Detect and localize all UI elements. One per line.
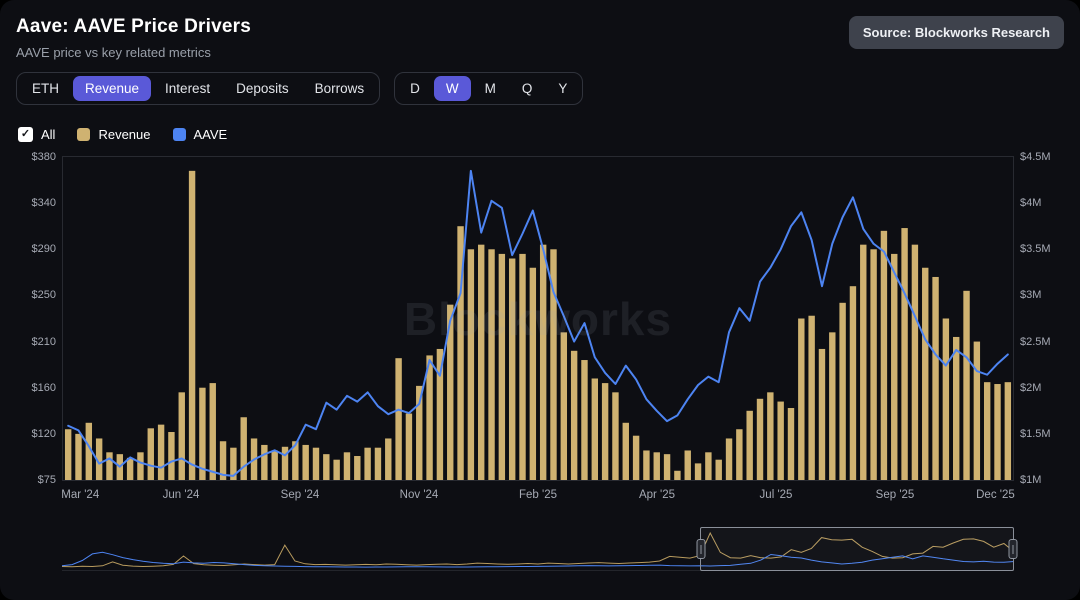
x-axis-label: Dec '25 (976, 489, 1015, 501)
y-tick-label: $2.5M (1020, 335, 1051, 348)
x-axis-label: Feb '25 (519, 489, 557, 501)
right-y-axis: $4.5M $4M $3.5M $3M $2.5M $2M $1.5M $1M (1014, 151, 1064, 486)
legend-all-label: All (41, 127, 56, 142)
legend: ✓ All Revenue AAVE (18, 127, 1064, 142)
brush-handle-right-icon[interactable] (1008, 539, 1018, 559)
y-tick-label: $4.5M (1020, 151, 1051, 163)
interval-m[interactable]: M (484, 81, 496, 96)
interval-d[interactable]: D (410, 81, 420, 96)
y-tick-label: $75 (37, 473, 56, 486)
x-axis-label: Nov '24 (399, 489, 439, 501)
x-axis-label: Apr '25 (638, 489, 676, 501)
price-revenue-chart (64, 169, 1012, 480)
legend-label: Revenue (98, 127, 151, 142)
range-navigator[interactable] (62, 527, 1018, 571)
source-badge: Source: Blockworks Research (848, 16, 1064, 49)
tab-interest[interactable]: Interest (165, 81, 211, 96)
y-tick-label: $1.5M (1020, 427, 1051, 440)
left-y-axis: $380 $340 $290 $250 $210 $160 $120 $75 (16, 151, 62, 486)
tab-revenue[interactable]: Revenue (73, 76, 152, 101)
y-tick-label: $380 (31, 151, 56, 163)
y-tick-label: $120 (31, 427, 56, 440)
y-tick-label: $4M (1020, 197, 1042, 210)
range-brush[interactable] (696, 527, 1018, 571)
tab-deposits[interactable]: Deposits (236, 81, 289, 96)
legend-label: AAVE (193, 127, 228, 142)
header: Aave: AAVE Price Drivers AAVE price vs k… (16, 16, 1064, 60)
main-chart-area: $380 $340 $290 $250 $210 $160 $120 $75 Blockwor… (16, 151, 1064, 505)
revenue-swatch-icon (77, 128, 91, 141)
page-title: Aave: AAVE Price Drivers (16, 16, 252, 37)
page-subtitle: AAVE price vs key related metrics (16, 45, 211, 60)
interval-q[interactable]: Q (521, 81, 533, 96)
y-tick-label: $340 (31, 197, 56, 210)
y-tick-label: $3.5M (1020, 243, 1051, 256)
y-tick-label: $250 (31, 289, 56, 302)
y-tick-label: $160 (31, 381, 56, 394)
plot-area[interactable]: Blockworks (62, 156, 1014, 481)
y-tick-label: $290 (31, 243, 56, 256)
header-titles: Aave: AAVE Price Drivers AAVE price vs k… (16, 16, 251, 60)
y-tick-label: $2M (1020, 381, 1042, 394)
legend-item-revenue[interactable]: Revenue (77, 127, 151, 142)
interval-w[interactable]: W (433, 76, 471, 101)
x-axis-label: Mar '24 (61, 489, 100, 501)
y-tick-label: $1M (1020, 473, 1042, 486)
legend-item-aave[interactable]: AAVE (172, 127, 228, 142)
legend-item-all[interactable]: ✓ All (18, 127, 55, 142)
legend-series-items: Revenue AAVE (77, 127, 227, 142)
x-axis: Mar '24 Jun '24 Sep '24 Nov '24 Feb '25 Apr '… (61, 481, 1015, 505)
check-icon: ✓ (20, 128, 31, 140)
x-axis-label: Jul '25 (759, 489, 793, 501)
all-checkbox[interactable]: ✓ (18, 127, 33, 142)
x-axis-label: Jun '24 (162, 489, 200, 501)
metric-tab-group: ETH Revenue Interest Deposits Borrows (16, 72, 381, 105)
y-tick-label: $3M (1020, 289, 1042, 302)
interval-y[interactable]: Y (558, 81, 568, 96)
tab-eth[interactable]: ETH (32, 81, 59, 96)
aave-swatch-icon (172, 128, 186, 141)
x-axis-label: Sep '24 (280, 489, 320, 501)
tab-borrows[interactable]: Borrows (314, 81, 365, 96)
x-axis-label: Sep '25 (875, 489, 915, 501)
y-tick-label: $210 (31, 335, 56, 348)
brush-handle-left-icon[interactable] (696, 539, 706, 559)
